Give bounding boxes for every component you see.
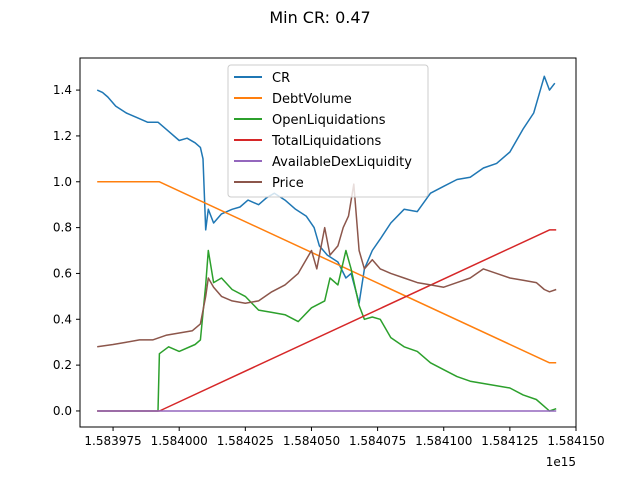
y-tick-label: 1.2 (53, 129, 72, 143)
y-tick-label: 0.2 (53, 358, 72, 372)
x-tick-label: 1.584050 (283, 434, 340, 448)
x-tick-label: 1.584000 (151, 434, 208, 448)
x-tick-label: 1.584100 (415, 434, 472, 448)
legend: CR DebtVolume OpenLiquidations TotalLiquida… (227, 64, 429, 198)
x-axis: 1.583975 1.584000 1.584025 1.584050 1.584075… (84, 427, 605, 448)
legend-label: TotalLiquidations (271, 134, 381, 149)
series-line-debtvolume (97, 181, 557, 364)
legend-label: DebtVolume (272, 92, 352, 107)
legend-label: Price (272, 176, 304, 191)
legend-box (227, 64, 429, 198)
y-tick-label: 0.6 (53, 266, 72, 280)
y-tick-label: 0.4 (53, 312, 72, 326)
legend-label: OpenLiquidations (272, 113, 386, 128)
y-tick-label: 1.4 (53, 83, 72, 97)
x-tick-label: 1.584125 (481, 434, 538, 448)
series-line-cr (96, 75, 556, 304)
legend-label: AvailableDexLiquidity (272, 155, 412, 170)
chart-title: Min CR: 0.47 (269, 8, 371, 27)
y-tick-label: 1.0 (53, 175, 72, 189)
x-offset-label: 1e15 (546, 455, 576, 469)
y-tick-label: 0.8 (53, 221, 72, 235)
series-line-openliquidations (97, 249, 557, 412)
x-tick-label: 1.584025 (217, 434, 274, 448)
x-tick-label: 1.584075 (349, 434, 406, 448)
series-line-price (97, 183, 557, 348)
plot-lines (96, 75, 557, 412)
y-tick-label: 0.0 (53, 404, 72, 418)
legend-label: CR (272, 71, 290, 86)
x-tick-label: 1.583975 (84, 434, 141, 448)
axes-frame (79, 57, 577, 428)
y-axis: 0.0 0.2 0.4 0.6 0.8 1.0 1.2 1.4 (53, 83, 80, 418)
x-tick-label: 1.584150 (547, 434, 604, 448)
